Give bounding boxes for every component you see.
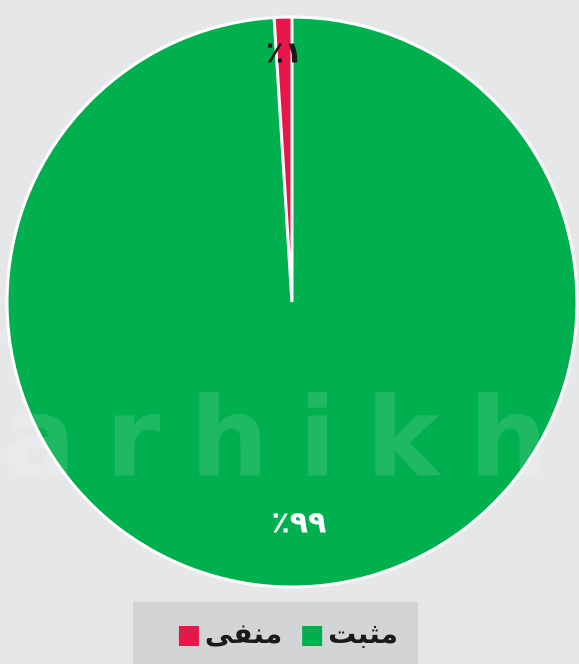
legend: مثبت منفی — [178, 617, 398, 650]
legend-swatch — [178, 626, 199, 646]
slice-label: ٪۱ — [266, 36, 303, 71]
watermark: farhikht — [0, 373, 579, 501]
pie — [5, 15, 579, 589]
legend-swatch — [302, 626, 323, 646]
legend-label: مثبت — [328, 617, 398, 650]
legend-label: منفی — [205, 617, 282, 650]
slice-label: ٪۹۹ — [272, 506, 327, 541]
pie-slice — [272, 15, 294, 303]
